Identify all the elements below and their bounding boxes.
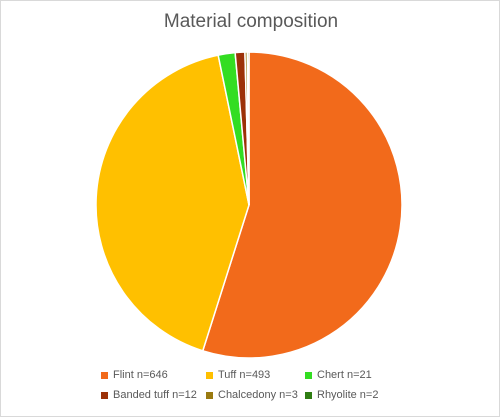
legend-item-chalcedony: Chalcedony n=3 (206, 389, 298, 401)
legend-item-chert: Chert n=21 (305, 369, 372, 381)
legend-item-flint: Flint n=646 (101, 369, 168, 381)
pie-slice-flint (201, 51, 403, 359)
legend-swatch-banded-tuff (101, 391, 108, 399)
legend-swatch-chert (305, 371, 312, 379)
legend-item-rhyolite: Rhyolite n=2 (305, 389, 378, 401)
legend-label-flint: Flint n=646 (113, 369, 168, 381)
legend-item-tuff: Tuff n=493 (206, 369, 270, 381)
legend-label-tuff: Tuff n=493 (218, 369, 271, 381)
legend-swatch-flint (101, 371, 108, 379)
legend-row-2: Banded tuff n=12 Chalcedony n=3 Rhyolite… (1, 389, 500, 409)
legend-item-banded-tuff: Banded tuff n=12 (101, 389, 197, 401)
legend-label-chalcedony: Chalcedony n=3 (218, 389, 298, 401)
legend-swatch-tuff (206, 371, 213, 379)
pie-slice-rhyolite (246, 51, 250, 206)
legend-label-banded-tuff: Banded tuff n=12 (113, 389, 197, 401)
chart-title: Material composition (163, 11, 339, 32)
legend-label-rhyolite: Rhyolite n=2 (317, 389, 379, 401)
pie-slice-tuff (95, 54, 250, 352)
legend: Flint n=646 Tuff n=493 Chert n=21 Banded… (1, 369, 500, 409)
legend-row-1: Flint n=646 Tuff n=493 Chert n=21 (1, 369, 500, 389)
legend-swatch-chalcedony (206, 391, 213, 399)
legend-swatch-rhyolite (305, 391, 312, 399)
legend-label-chert: Chert n=21 (317, 369, 372, 381)
